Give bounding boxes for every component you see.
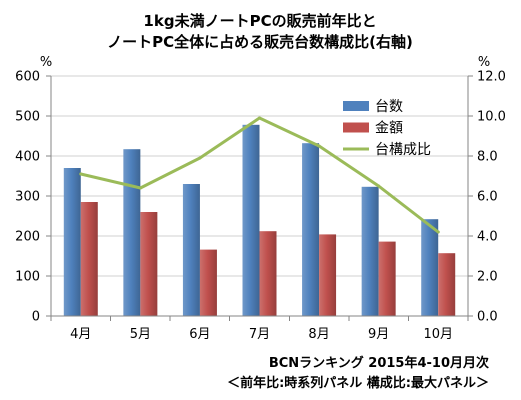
legend-item: 金額 — [343, 121, 403, 137]
axes: 0 100 200 300 400 500 600 0.0 2.0 4.0 6.0 8.0 10.0 12… — [15, 70, 506, 343]
line-point-s2-c4 — [317, 144, 321, 148]
legend-label: 台構成比 — [375, 142, 431, 158]
x-axis-category-label: 6月 — [189, 327, 210, 342]
left-axis-tick-label: 600 — [15, 70, 40, 85]
left-axis-unit-label: % — [40, 55, 52, 70]
line-point-s2-c2 — [198, 156, 202, 160]
left-axis-tick-label: 0 — [32, 310, 40, 325]
bar-s0-c2 — [182, 184, 200, 316]
left-axis-tick-label: 400 — [15, 150, 40, 165]
bar-s0-c3 — [242, 124, 260, 316]
left-axis-tick-label: 100 — [15, 270, 40, 285]
line-point-s2-c0 — [79, 172, 83, 176]
bar-s1-c3 — [259, 231, 277, 316]
line-point-s2-c6 — [436, 230, 440, 234]
bar-s0-c4 — [302, 143, 320, 316]
legend-label: 台数 — [375, 99, 403, 115]
right-axis-tick-label: 6.0 — [477, 190, 498, 205]
bar-s1-c6 — [438, 253, 456, 316]
right-axis-tick-label: 4.0 — [477, 230, 498, 245]
line-point-s2-c3 — [258, 116, 261, 120]
right-axis-tick-label: 12.0 — [477, 70, 506, 85]
legend-swatch — [343, 122, 369, 133]
source-note: BCNランキング 2015年4-10月月次 — [269, 355, 489, 371]
x-axis-category-label: 7月 — [249, 327, 270, 342]
bar-s1-c2 — [199, 249, 217, 316]
bar-s1-c1 — [140, 212, 158, 316]
line-point-s2-c5 — [377, 184, 381, 188]
bar-s1-c0 — [80, 202, 98, 316]
line-series — [79, 116, 440, 234]
legend-label: 金額 — [375, 121, 403, 137]
bar-s0-c5 — [361, 186, 379, 316]
right-axis-tick-label: 10.0 — [477, 110, 506, 125]
bar-series — [63, 124, 456, 316]
chart-title-line-2: ノートPC全体に占める販売台数構成比(右軸) — [107, 33, 413, 51]
bar-s1-c5 — [378, 241, 396, 316]
method-note: ＜前年比:時系列パネル 構成比:最大パネル＞ — [227, 375, 489, 391]
left-axis-tick-label: 300 — [15, 190, 40, 205]
right-axis-tick-label: 0.0 — [477, 310, 498, 325]
line-point-s2-c1 — [138, 186, 142, 190]
x-axis-category-label: 4月 — [70, 327, 91, 342]
right-axis-tick-label: 2.0 — [477, 270, 498, 285]
right-axis-tick-label: 8.0 — [477, 150, 498, 165]
legend-swatch — [343, 101, 369, 111]
bar-s0-c0 — [63, 168, 81, 316]
left-axis-tick-label: 500 — [15, 110, 40, 125]
bar-s0-c6 — [421, 219, 439, 316]
bar-s1-c4 — [319, 234, 337, 316]
x-axis-category-label: 8月 — [308, 327, 329, 342]
x-axis-category-label: 5月 — [130, 327, 151, 342]
legend-item: 台数 — [343, 99, 403, 115]
x-axis-category-label: 10月 — [423, 327, 453, 342]
left-axis-tick-label: 200 — [15, 230, 40, 245]
x-axis-category-label: 9月 — [368, 327, 389, 342]
legend-item: 台構成比 — [343, 142, 431, 158]
bar-s0-c1 — [123, 149, 141, 316]
right-axis-unit-label: % — [478, 55, 490, 70]
chart-title-line-1: 1kg未満ノートPCの販売前年比と — [143, 12, 376, 30]
